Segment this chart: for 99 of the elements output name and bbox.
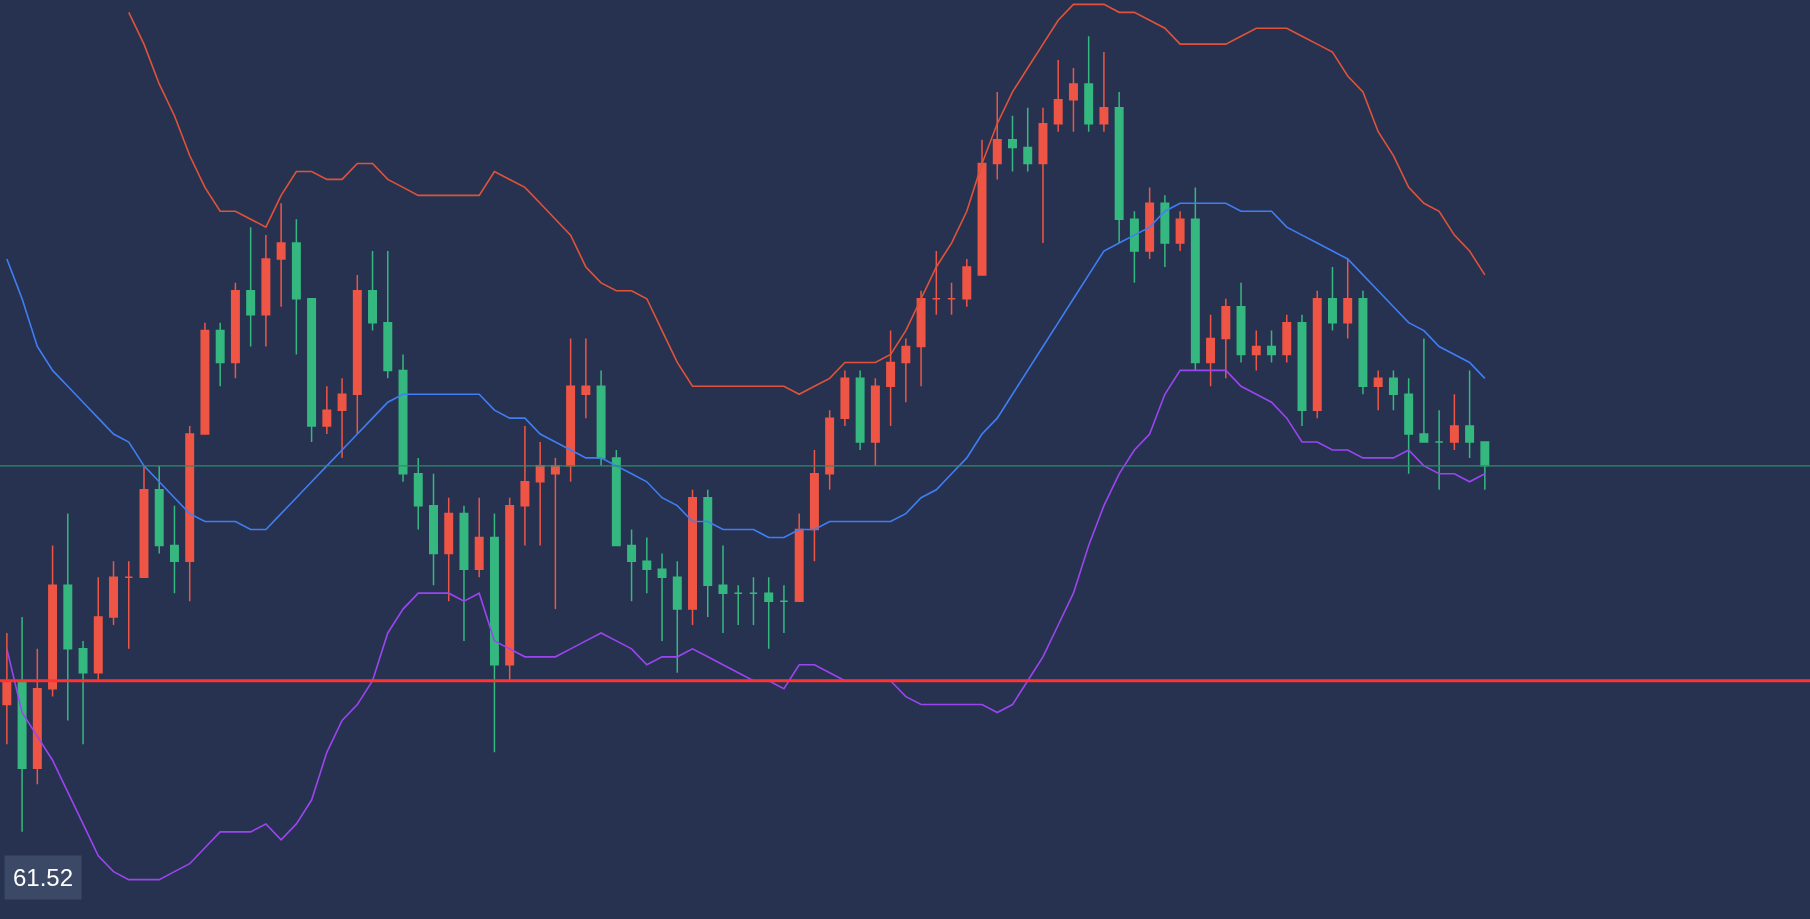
candlestick	[368, 250, 378, 332]
candlestick	[1129, 210, 1139, 284]
candlestick	[63, 512, 73, 722]
candlestick	[840, 369, 850, 427]
candlestick	[307, 298, 317, 443]
candlestick	[1480, 441, 1490, 491]
candlestick	[855, 369, 865, 451]
candlestick	[1008, 115, 1017, 173]
candlestick	[291, 218, 301, 356]
text: 61.52	[13, 864, 74, 891]
candlestick	[139, 465, 149, 579]
candlestick	[398, 353, 408, 483]
candlestick	[169, 504, 179, 594]
candlestick	[93, 576, 103, 682]
candlestick	[733, 584, 743, 626]
candlestick	[611, 449, 621, 547]
candlestick	[474, 496, 484, 579]
candlestick	[124, 560, 134, 650]
candlestick	[1312, 290, 1322, 419]
candlestick	[1190, 186, 1200, 372]
candlestick	[1236, 282, 1246, 364]
candlestick	[581, 337, 591, 419]
candlestick	[154, 465, 164, 555]
candlestick	[596, 369, 606, 467]
candlestick	[703, 488, 713, 618]
candlestick	[1145, 186, 1155, 260]
candlestick	[1449, 393, 1459, 451]
candlestick	[642, 536, 652, 594]
candlestick	[1327, 266, 1337, 332]
candlestick	[1267, 329, 1277, 364]
candlestick	[444, 496, 454, 602]
candlestick	[718, 544, 728, 634]
candlestick	[1221, 298, 1231, 380]
candlestick	[1114, 91, 1124, 244]
candlestick	[688, 488, 697, 626]
candlestick	[2, 632, 12, 746]
candlestick	[505, 496, 515, 682]
candlestick	[1068, 67, 1078, 133]
candlestick	[1023, 107, 1033, 173]
candlestick	[1084, 35, 1094, 133]
candlestick	[962, 258, 972, 308]
candlestick	[901, 337, 911, 403]
candlestick	[1206, 313, 1216, 388]
candlestick	[672, 560, 682, 674]
candlestick	[1419, 337, 1429, 443]
candlestick	[1373, 369, 1383, 411]
candlestick	[748, 576, 758, 626]
candlestick	[535, 441, 545, 547]
candlestick	[1465, 369, 1475, 459]
candlestick	[383, 250, 393, 380]
candlestick	[413, 457, 423, 531]
candlestick	[825, 409, 835, 491]
candlestick	[1053, 59, 1063, 133]
candlestick	[1099, 51, 1109, 133]
candlestick	[947, 282, 957, 316]
candlestick	[1251, 329, 1261, 372]
candlestick	[1282, 313, 1292, 364]
candlestick	[200, 321, 210, 435]
candlestick	[352, 274, 362, 435]
candlestick	[109, 560, 118, 626]
candlestick	[794, 512, 804, 602]
candlestick	[550, 457, 560, 610]
candlestick	[1297, 313, 1307, 427]
candlestick	[1388, 369, 1398, 411]
candlestick	[977, 138, 987, 276]
candlestick	[322, 385, 332, 435]
candlestick	[230, 282, 240, 380]
candlestick	[520, 425, 530, 547]
candlestick	[1038, 107, 1048, 244]
candlestick	[246, 226, 256, 348]
candlestick	[931, 250, 941, 316]
candlestick	[489, 512, 499, 754]
candlestick	[1358, 290, 1368, 395]
candlestick	[185, 425, 195, 602]
candlestick	[779, 584, 789, 634]
candlestick	[566, 337, 576, 483]
candlestick	[48, 544, 58, 698]
candlestick	[1160, 194, 1170, 268]
candlestick	[657, 552, 667, 642]
candlestick	[1404, 377, 1414, 475]
candlestick	[17, 616, 27, 833]
candlestick	[78, 640, 88, 746]
candlestick	[276, 202, 286, 308]
candlestick	[261, 234, 271, 348]
candlestick	[337, 377, 347, 459]
candlestick	[1343, 258, 1353, 340]
candlestick	[1434, 409, 1444, 491]
candlestick	[809, 449, 819, 563]
candlestick	[459, 504, 469, 642]
candlestick	[992, 91, 1002, 181]
candlestick	[1175, 210, 1185, 252]
candlestick	[886, 329, 896, 427]
candlestick	[215, 321, 225, 388]
candlestick	[764, 576, 774, 650]
candlestick	[627, 528, 637, 602]
candlestick	[916, 290, 926, 388]
candlestick	[429, 473, 438, 586]
candlestick	[32, 648, 42, 785]
candlestick	[870, 377, 880, 467]
